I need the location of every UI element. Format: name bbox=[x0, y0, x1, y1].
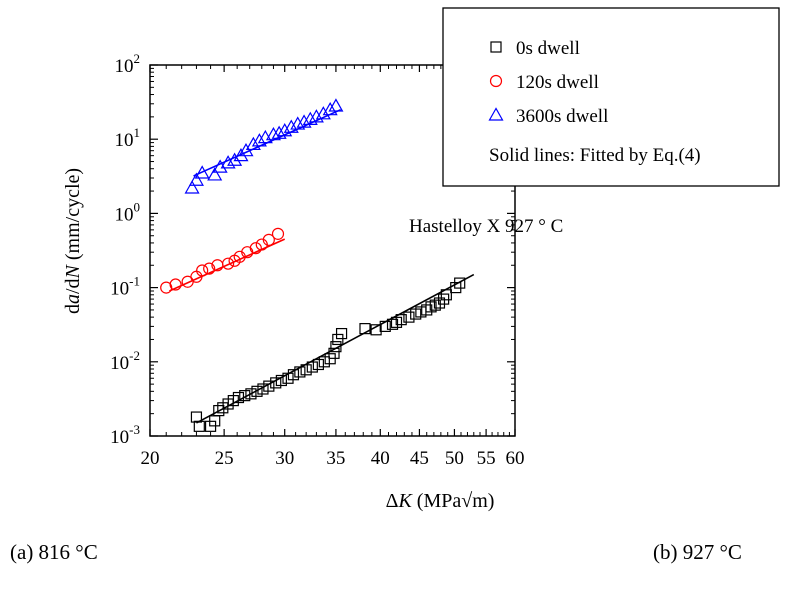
data-point bbox=[212, 159, 228, 173]
x-axis-label: ΔK (MPa√m) bbox=[386, 490, 495, 512]
caption-a: (a) 816 °C bbox=[10, 540, 98, 564]
x-tick-label: 30 bbox=[275, 448, 294, 469]
y-tick-label: 100 bbox=[115, 199, 141, 225]
data-point bbox=[262, 233, 275, 246]
data-point bbox=[433, 297, 446, 309]
legend-label-120s: 120s dwell bbox=[516, 72, 599, 93]
data-point bbox=[312, 358, 324, 371]
data-point bbox=[245, 388, 257, 400]
data-point bbox=[194, 165, 210, 179]
data-point bbox=[395, 314, 407, 326]
data-point bbox=[271, 227, 285, 240]
x-tick-label: 50 bbox=[445, 448, 464, 469]
data-point bbox=[275, 374, 287, 387]
y-tick-label: 10-1 bbox=[110, 274, 140, 300]
x-tick-label: 35 bbox=[326, 448, 345, 469]
data-point bbox=[454, 277, 466, 289]
data-point bbox=[221, 257, 235, 270]
data-point bbox=[251, 133, 267, 147]
legend-note: Solid lines: Fitted by Eq.(4) bbox=[489, 145, 701, 166]
data-point bbox=[196, 264, 209, 277]
x-tick-label: 20 bbox=[141, 448, 160, 469]
series-group bbox=[160, 98, 475, 432]
data-point bbox=[328, 347, 340, 359]
plot-frame bbox=[149, 64, 516, 437]
data-point bbox=[203, 262, 216, 275]
data-point bbox=[335, 327, 348, 340]
data-point bbox=[296, 114, 312, 128]
y-tick-label: 101 bbox=[115, 125, 141, 151]
data-point bbox=[207, 167, 223, 181]
data-point bbox=[188, 172, 204, 186]
legend-marker-square bbox=[490, 41, 502, 53]
x-tick-label: 25 bbox=[215, 448, 234, 469]
series-circle bbox=[160, 227, 286, 294]
caption-b: (b) 927 °C bbox=[653, 540, 742, 564]
data-point bbox=[290, 116, 306, 130]
plot-frame-group bbox=[149, 64, 516, 437]
data-point bbox=[370, 324, 382, 336]
y-tick-label: 10-3 bbox=[110, 422, 140, 448]
data-point bbox=[322, 101, 338, 116]
chart-annotation: Hastelloy X 927 ° C bbox=[409, 216, 563, 237]
data-point bbox=[245, 136, 261, 151]
legend: 0s dwell 120s dwell 3600s dwell Solid li… bbox=[442, 7, 780, 187]
y-axis-label: da/dN (mm/cycle) bbox=[62, 168, 84, 314]
data-point bbox=[403, 311, 415, 323]
data-point bbox=[328, 98, 344, 112]
data-point bbox=[306, 361, 318, 373]
data-point bbox=[300, 364, 312, 376]
data-point bbox=[359, 323, 371, 335]
data-point bbox=[429, 299, 441, 311]
legend-label-0s: 0s dwell bbox=[516, 38, 580, 59]
legend-marker-circle bbox=[489, 74, 503, 88]
data-point bbox=[263, 380, 275, 392]
legend-marker-triangle bbox=[488, 107, 504, 121]
data-point bbox=[308, 109, 324, 123]
series-triangle bbox=[184, 98, 344, 194]
legend-markers bbox=[488, 41, 504, 121]
data-point bbox=[438, 293, 450, 305]
data-point bbox=[315, 106, 331, 120]
data-point bbox=[232, 391, 245, 404]
data-point bbox=[233, 147, 249, 162]
y-tick-label: 102 bbox=[115, 51, 141, 77]
data-point bbox=[257, 383, 269, 395]
data-point bbox=[270, 377, 282, 389]
data-point bbox=[239, 390, 251, 402]
fit-line bbox=[169, 238, 286, 292]
data-point bbox=[249, 242, 262, 255]
data-point bbox=[220, 155, 236, 169]
data-point bbox=[379, 320, 391, 332]
data-point bbox=[265, 126, 281, 141]
data-point bbox=[287, 369, 300, 381]
data-point bbox=[294, 366, 306, 378]
data-point bbox=[283, 119, 299, 133]
data-point bbox=[318, 356, 330, 368]
data-point bbox=[332, 333, 344, 346]
data-point bbox=[302, 111, 318, 125]
data-point bbox=[425, 301, 437, 313]
data-point bbox=[193, 420, 205, 432]
series-square bbox=[190, 273, 475, 432]
data-point bbox=[440, 289, 452, 301]
y-tick-label: 10-2 bbox=[110, 348, 140, 374]
data-point bbox=[251, 385, 263, 397]
data-point bbox=[227, 152, 243, 166]
x-tick-label: 60 bbox=[506, 448, 525, 469]
x-tick-label: 45 bbox=[410, 448, 429, 469]
data-point bbox=[184, 180, 200, 194]
data-point bbox=[330, 341, 342, 353]
legend-box bbox=[442, 7, 780, 187]
x-tick-label: 40 bbox=[371, 448, 390, 469]
legend-label-3600s: 3600s dwell bbox=[516, 106, 608, 127]
data-point bbox=[213, 404, 225, 417]
data-point bbox=[277, 123, 293, 137]
data-point bbox=[169, 278, 182, 291]
data-point bbox=[190, 411, 203, 423]
x-tick-label: 55 bbox=[477, 448, 496, 469]
data-point bbox=[271, 125, 287, 139]
